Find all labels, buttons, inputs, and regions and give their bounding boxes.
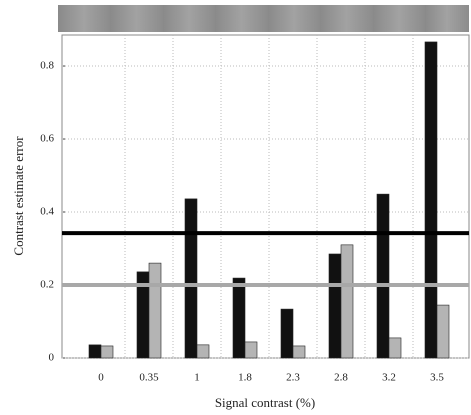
- plot-frame: [62, 35, 469, 358]
- page: {"chart_data": {"type": "bar", "xlabel":…: [0, 0, 471, 415]
- bar: [329, 254, 341, 358]
- bar: [341, 245, 353, 358]
- x-tick-label: 1.8: [238, 372, 252, 384]
- y-tick-label: 0.8: [40, 60, 54, 72]
- bar: [389, 338, 401, 358]
- x-axis-label: Signal contrast (%): [215, 395, 315, 410]
- x-tick-label: 3.2: [382, 372, 396, 384]
- bar: [293, 346, 305, 358]
- y-tick-label: 0: [49, 352, 55, 364]
- y-tick-label: 0.4: [40, 206, 54, 218]
- x-tick-label: 0: [98, 372, 104, 384]
- x-tick-label: 0.35: [139, 372, 159, 384]
- x-tick-label: 1: [194, 372, 200, 384]
- bar: [281, 309, 293, 358]
- x-tick-label: 2.8: [334, 372, 348, 384]
- bar: [101, 346, 113, 358]
- y-tick-label: 0.2: [40, 279, 54, 291]
- stimulus-strip: [58, 5, 469, 32]
- bar: [245, 342, 257, 358]
- bar: [425, 42, 437, 358]
- bar: [149, 263, 161, 358]
- x-tick-label: 2.3: [286, 372, 300, 384]
- bar: [233, 278, 245, 358]
- chart: Signal contrast (%) Contrast estimate er…: [0, 0, 471, 415]
- bar: [185, 199, 197, 358]
- bar: [197, 345, 209, 358]
- y-axis-label: Contrast estimate error: [11, 136, 26, 256]
- bar: [89, 345, 101, 358]
- y-tick-label: 0.6: [40, 133, 54, 145]
- x-tick-label: 3.5: [430, 372, 444, 384]
- bar: [377, 194, 389, 358]
- bar: [437, 305, 449, 358]
